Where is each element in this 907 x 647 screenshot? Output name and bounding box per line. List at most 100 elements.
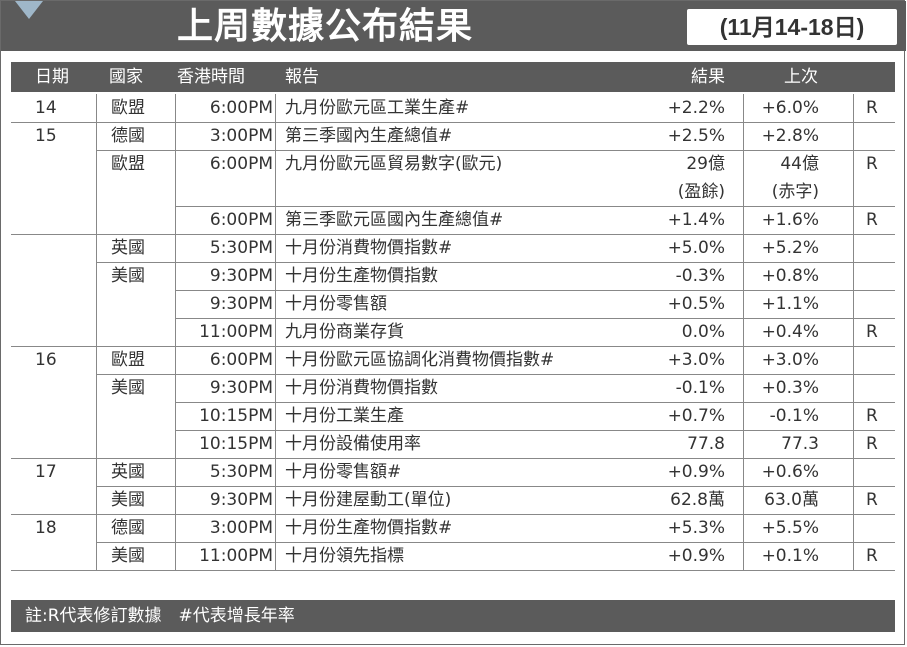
row-report: 第三季歐元區國內生產總值# xyxy=(285,210,504,230)
row-result: +0.9% xyxy=(667,546,725,566)
row-country: 德國 xyxy=(111,126,145,146)
row-report: 九月份歐元區工業生產# xyxy=(285,98,470,118)
row-time: 11:00PM xyxy=(199,546,273,566)
row-previous: +0.8% xyxy=(761,266,819,286)
table-row: 歐盟 6:00PM 九月份歐元區貿易數字(歐元) 29億 44億 R (盈餘) (赤字) xyxy=(11,150,895,206)
row-date: 15 xyxy=(35,126,57,146)
row-report: 十月份零售額 xyxy=(285,294,387,314)
row-time: 9:30PM xyxy=(209,378,273,398)
page-title: 上周數據公布結果 xyxy=(177,6,474,47)
row-divider xyxy=(11,514,895,515)
row-time: 11:00PM xyxy=(199,322,273,342)
row-previous: +5.2% xyxy=(761,238,819,258)
table-row: 15 德國 3:00PM 第三季國內生產總值# +2.5% +2.8% xyxy=(11,122,895,150)
row-previous: 44億 xyxy=(780,154,819,174)
row-previous-note: (赤字) xyxy=(771,182,819,202)
row-report: 九月份商業存貨 xyxy=(285,322,404,342)
table-row: 美國 9:30PM 十月份消費物價指數 -0.1% +0.3% xyxy=(11,374,895,402)
row-result: -0.1% xyxy=(675,378,725,398)
footer-note-bar: 註:R代表修訂數據 #代表增長年率 xyxy=(11,600,895,632)
header-previous: 上次 xyxy=(784,67,818,87)
table-row: 16 歐盟 6:00PM 十月份歐元區協調化消費物價指數# +3.0% +3.0% xyxy=(11,346,895,374)
header-result: 結果 xyxy=(691,67,725,87)
row-divider xyxy=(11,458,895,459)
row-time: 6:00PM xyxy=(209,154,273,174)
row-result: 0.0% xyxy=(681,322,725,342)
table-row: 美國 11:00PM 十月份領先指標 +0.9% +0.1% R xyxy=(11,542,895,570)
table-row: 10:15PM 十月份設備使用率 77.8 77.3 R xyxy=(11,430,895,458)
header-time: 香港時間 xyxy=(177,67,245,87)
row-divider xyxy=(175,430,895,431)
row-result: +0.7% xyxy=(667,406,725,426)
row-report: 第三季國內生產總值# xyxy=(285,126,453,146)
row-date: 18 xyxy=(35,518,57,538)
row-revised-flag: R xyxy=(866,322,878,342)
row-country: 歐盟 xyxy=(111,154,145,174)
row-report: 十月份工業生產 xyxy=(285,406,404,426)
header-country: 國家 xyxy=(109,67,143,87)
row-time: 9:30PM xyxy=(209,266,273,286)
row-divider xyxy=(96,262,895,263)
table-row: 11:00PM 九月份商業存貨 0.0% +0.4% R xyxy=(11,318,895,346)
table-row: 6:00PM 第三季歐元區國內生產總值# +1.4% +1.6% R xyxy=(11,206,895,234)
row-country: 歐盟 xyxy=(111,98,145,118)
row-previous: +2.8% xyxy=(761,126,819,146)
row-previous: +0.6% xyxy=(761,462,819,482)
table-row: 英國 5:30PM 十月份消費物價指數# +5.0% +5.2% xyxy=(11,234,895,262)
row-result: +5.0% xyxy=(667,238,725,258)
row-time: 9:30PM xyxy=(209,490,273,510)
row-result: 62.8萬 xyxy=(670,490,725,510)
row-report: 十月份建屋動工(單位) xyxy=(285,490,452,510)
row-time: 3:00PM xyxy=(209,518,273,538)
row-result: +2.2% xyxy=(667,98,725,118)
row-divider xyxy=(175,206,895,207)
row-country: 美國 xyxy=(111,266,145,286)
row-date: 14 xyxy=(35,98,57,118)
row-result: +3.0% xyxy=(667,350,725,370)
row-time: 3:00PM xyxy=(209,126,273,146)
table-row: 9:30PM 十月份零售額 +0.5% +1.1% xyxy=(11,290,895,318)
row-report: 十月份生產物價指數 xyxy=(285,266,438,286)
row-revised-flag: R xyxy=(866,490,878,510)
row-previous: -0.1% xyxy=(769,406,819,426)
row-previous: 63.0萬 xyxy=(764,490,819,510)
column-divider xyxy=(743,94,744,570)
row-report: 十月份消費物價指數 xyxy=(285,378,438,398)
corner-triangle-icon xyxy=(15,1,43,19)
row-divider xyxy=(11,234,895,235)
row-previous: +1.1% xyxy=(761,294,819,314)
row-revised-flag: R xyxy=(866,406,878,426)
header-date: 日期 xyxy=(35,67,69,87)
row-report: 十月份零售額# xyxy=(285,462,402,482)
row-previous: +0.1% xyxy=(761,546,819,566)
row-time: 6:00PM xyxy=(209,98,273,118)
column-divider xyxy=(175,94,176,570)
row-country: 美國 xyxy=(111,490,145,510)
date-range-badge: (11月14-18日) xyxy=(687,9,897,45)
row-country: 美國 xyxy=(111,546,145,566)
table-row: 14 歐盟 6:00PM 九月份歐元區工業生產# +2.2% +6.0% R xyxy=(11,94,895,122)
row-divider xyxy=(96,486,895,487)
row-previous: +0.4% xyxy=(761,322,819,342)
row-report: 十月份領先指標 xyxy=(285,546,404,566)
table-row: 17 英國 5:30PM 十月份零售額# +0.9% +0.6% xyxy=(11,458,895,486)
table-header: 日期 國家 香港時間 報告 結果 上次 xyxy=(11,62,895,92)
row-previous: +5.5% xyxy=(761,518,819,538)
header-report: 報告 xyxy=(285,67,319,87)
row-divider xyxy=(175,402,895,403)
footer-note: 註:R代表修訂數據 #代表增長年率 xyxy=(25,606,295,626)
row-report: 十月份消費物價指數# xyxy=(285,238,453,258)
row-country: 英國 xyxy=(111,462,145,482)
row-divider xyxy=(175,290,895,291)
row-previous: +1.6% xyxy=(761,210,819,230)
row-time: 5:30PM xyxy=(209,238,273,258)
row-time: 10:15PM xyxy=(199,406,273,426)
row-revised-flag: R xyxy=(866,98,878,118)
row-result: +5.3% xyxy=(667,518,725,538)
row-report: 十月份生產物價指數# xyxy=(285,518,453,538)
row-result: 29億 xyxy=(686,154,725,174)
row-result: +1.4% xyxy=(667,210,725,230)
row-country: 德國 xyxy=(111,518,145,538)
table-row: 10:15PM 十月份工業生產 +0.7% -0.1% R xyxy=(11,402,895,430)
row-previous: +3.0% xyxy=(761,350,819,370)
